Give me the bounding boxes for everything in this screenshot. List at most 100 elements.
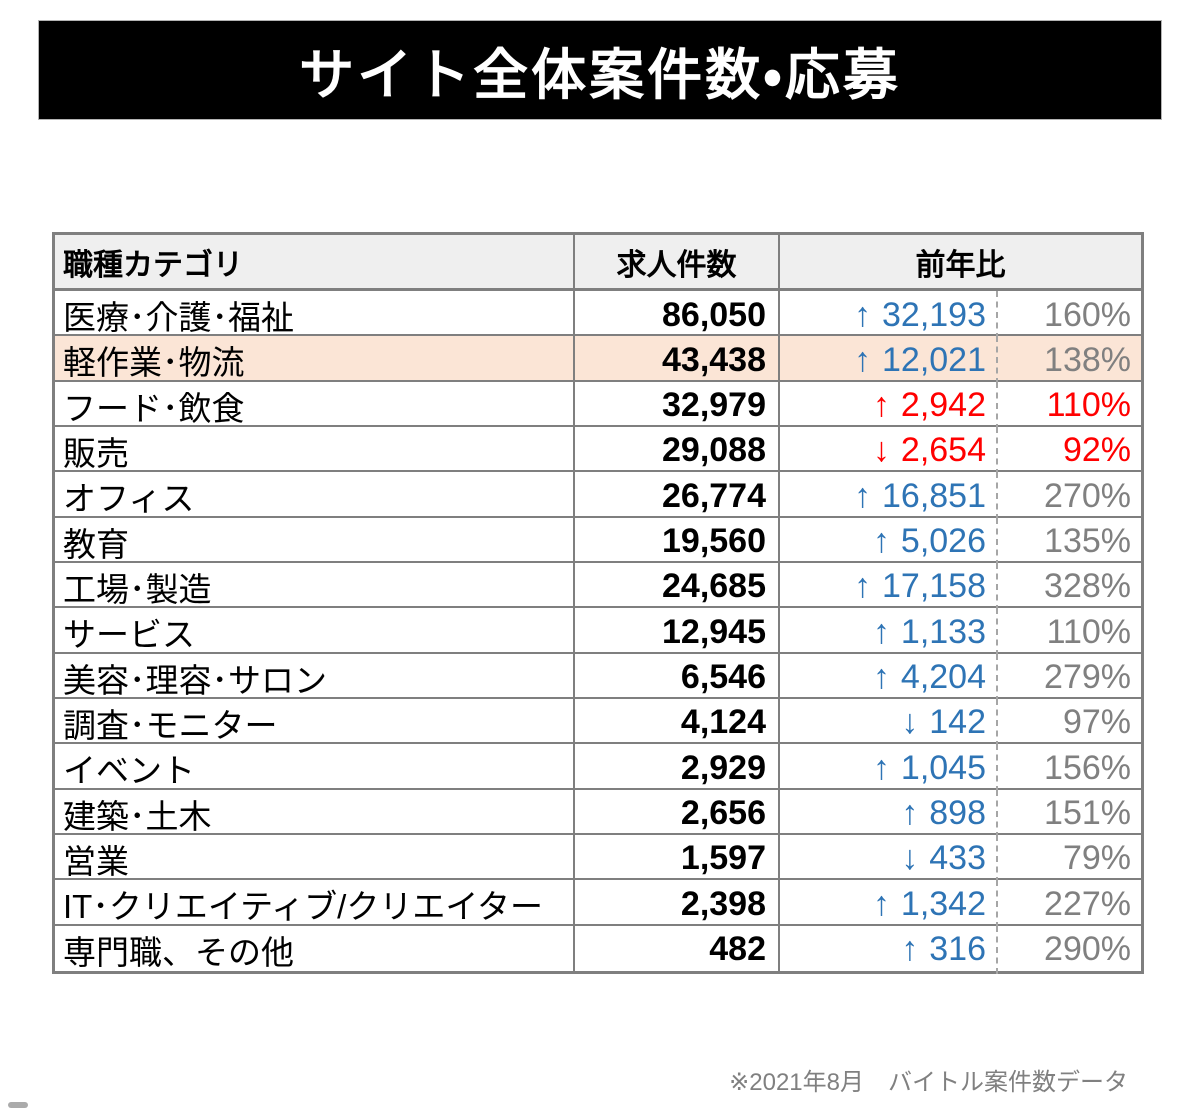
category-cell: 建築･土木: [55, 789, 575, 838]
trend-arrow-icon: ↑: [854, 340, 871, 379]
yoy-percent-cell: 160%: [996, 291, 1141, 339]
yoy-delta-cell: ↑ 5,026: [780, 518, 996, 566]
yoy-percent-cell: 151%: [996, 789, 1141, 838]
data-source-note: ※2021年8月 バイトル案件数データ: [729, 1069, 1128, 1096]
yoy-percent-cell: 270%: [996, 472, 1141, 521]
yoy-delta-cell: ↑ 1,045: [780, 744, 996, 792]
job-count-cell: 24,685: [575, 562, 780, 611]
yoy-delta-value: 17,158: [882, 567, 986, 606]
yoy-delta-cell: ↑ 898: [780, 790, 996, 838]
trend-arrow-icon: ↑: [901, 930, 919, 969]
table-row: IT･クリエイティブ/クリエイター 2,398 ↑ 1,342 227%: [55, 880, 1141, 929]
trend-arrow-icon: ↑: [854, 476, 871, 515]
trend-arrow-icon: ↑: [872, 748, 890, 787]
category-cell: 軽作業･物流: [55, 336, 575, 385]
yoy-delta-value: 16,851: [882, 476, 986, 515]
yoy-delta-value: 1,045: [900, 748, 986, 787]
job-count-cell: 43,438: [575, 336, 780, 385]
trend-arrow-icon: ↑: [901, 794, 919, 833]
category-cell: フード･飲食: [55, 381, 575, 430]
category-cell: 専門職、その他: [55, 925, 575, 974]
yoy-delta-value: 898: [929, 794, 986, 833]
category-cell: 美容･理容･サロン: [55, 653, 575, 702]
category-cell: 販売: [55, 426, 575, 475]
trend-arrow-icon: ↑: [872, 612, 890, 651]
table-row: フード･飲食 32,979 ↑ 2,942 110%: [55, 381, 1141, 430]
yoy-percent-cell: 138%: [996, 336, 1141, 385]
yoy-delta-value: 5,026: [900, 522, 986, 561]
trend-arrow-icon: ↓: [872, 431, 890, 470]
job-count-cell: 2,398: [575, 880, 780, 929]
table-row: 営業 1,597 ↓ 433 79%: [55, 834, 1141, 883]
table-row: 医療･介護･福祉 86,050 ↑ 32,193 160%: [55, 291, 1141, 339]
trend-arrow-icon: ↑: [872, 386, 890, 425]
yoy-percent-cell: 328%: [996, 562, 1141, 611]
yoy-delta-cell: ↓ 142: [780, 699, 996, 747]
category-cell: IT･クリエイティブ/クリエイター: [55, 880, 575, 929]
yoy-percent-cell: 227%: [996, 880, 1141, 929]
yoy-delta-value: 2,654: [900, 431, 986, 470]
table-row: 販売 29,088 ↓ 2,654 92%: [55, 426, 1141, 475]
yoy-percent-cell: 92%: [996, 426, 1141, 475]
yoy-delta-value: 433: [929, 839, 986, 878]
trend-arrow-icon: ↑: [872, 658, 890, 697]
category-cell: 医療･介護･福祉: [55, 291, 575, 339]
yoy-delta-cell: ↑ 4,204: [780, 654, 996, 702]
category-cell: サービス: [55, 608, 575, 657]
job-count-cell: 12,945: [575, 608, 780, 657]
job-count-cell: 482: [575, 925, 780, 974]
category-cell: 営業: [55, 834, 575, 883]
table-body: 医療･介護･福祉 86,050 ↑ 32,193 160% 軽作業･物流 43,4…: [55, 291, 1141, 974]
job-count-cell: 4,124: [575, 698, 780, 747]
trend-arrow-icon: ↑: [854, 567, 871, 606]
table-row: サービス 12,945 ↑ 1,133 110%: [55, 608, 1141, 657]
yoy-delta-cell: ↑ 1,342: [780, 880, 996, 928]
job-count-cell: 86,050: [575, 291, 780, 339]
yoy-percent-cell: 135%: [996, 517, 1141, 566]
yoy-delta-cell: ↓ 2,654: [780, 427, 996, 475]
table-row: 美容･理容･サロン 6,546 ↑ 4,204 279%: [55, 653, 1141, 702]
yoy-delta-cell: ↑ 316: [780, 926, 996, 974]
table-row: 専門職、その他 482 ↑ 316 290%: [55, 925, 1141, 974]
yoy-delta-cell: ↑ 16,851: [780, 472, 996, 520]
table-row: 軽作業･物流 43,438 ↑ 12,021 138%: [55, 336, 1141, 385]
yoy-delta-cell: ↑ 32,193: [780, 291, 996, 339]
header-job-count: 求人件数: [575, 235, 780, 288]
yoy-delta-cell: ↓ 433: [780, 835, 996, 883]
category-cell: 工場･製造: [55, 562, 575, 611]
yoy-percent-cell: 97%: [996, 698, 1141, 747]
table-row: イベント 2,929 ↑ 1,045 156%: [55, 744, 1141, 793]
yoy-delta-value: 1,342: [900, 884, 986, 923]
job-count-cell: 29,088: [575, 426, 780, 475]
job-count-cell: 2,656: [575, 789, 780, 838]
trend-arrow-icon: ↑: [872, 522, 890, 561]
table-row: 教育 19,560 ↑ 5,026 135%: [55, 517, 1141, 566]
table-row: 工場･製造 24,685 ↑ 17,158 328%: [55, 562, 1141, 611]
category-cell: オフィス: [55, 472, 575, 521]
table-row: 建築･土木 2,656 ↑ 898 151%: [55, 789, 1141, 838]
yoy-percent-cell: 110%: [996, 608, 1141, 657]
job-count-cell: 19,560: [575, 517, 780, 566]
page-title: サイト全体案件数・応募: [299, 44, 901, 106]
table-header-row: 職種カテゴリ 求人件数 前年比: [55, 235, 1141, 291]
job-count-cell: 1,597: [575, 834, 780, 883]
yoy-percent-cell: 110%: [996, 381, 1141, 430]
trend-arrow-icon: ↓: [901, 839, 919, 878]
yoy-delta-value: 4,204: [900, 658, 986, 697]
yoy-delta-value: 2,942: [900, 386, 986, 425]
category-cell: イベント: [55, 744, 575, 793]
category-cell: 教育: [55, 517, 575, 566]
yoy-delta-value: 142: [929, 703, 986, 742]
yoy-delta-value: 316: [929, 930, 986, 969]
job-count-cell: 32,979: [575, 381, 780, 430]
yoy-delta-cell: ↑ 12,021: [780, 336, 996, 384]
trend-arrow-icon: ↓: [901, 703, 919, 742]
table-row: 調査･モニター 4,124 ↓ 142 97%: [55, 698, 1141, 747]
yoy-percent-cell: 279%: [996, 653, 1141, 702]
yoy-percent-cell: 290%: [996, 925, 1141, 974]
job-count-cell: 6,546: [575, 653, 780, 702]
yoy-delta-cell: ↑ 17,158: [780, 563, 996, 611]
artifact-mark: [8, 1102, 28, 1108]
job-count-cell: 2,929: [575, 744, 780, 793]
yoy-delta-value: 32,193: [882, 295, 986, 334]
